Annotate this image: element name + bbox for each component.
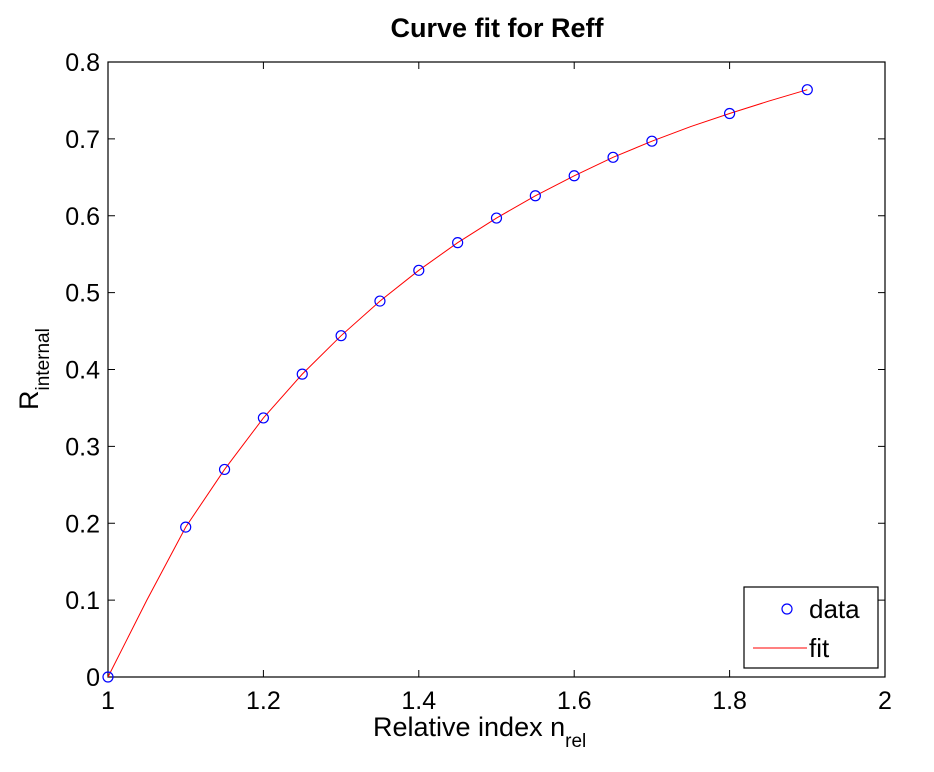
data-point [490,212,503,224]
series-layer [102,84,813,683]
x-tick-label: 1.8 [712,687,747,715]
y-tick-label: 0.8 [65,49,100,77]
x-axis-label-subscript: rel [565,731,586,752]
y-axis-label-subscript: internal [33,328,54,390]
data-point [723,107,736,120]
data-point [374,295,386,307]
x-axis-tick-labels: 1 1.2 1.4 1.6 1.8 2 [101,687,892,715]
y-axis-ticks [108,61,885,678]
fit-line [107,89,808,678]
x-axis-label-main: Relative index n [373,712,565,742]
data-point [646,135,658,147]
y-axis-label-main: R [14,391,44,411]
x-axis-label: Relative index nrel [373,712,586,752]
chart-title: Curve fit for Reff [390,13,604,43]
y-tick-label: 0.6 [65,203,100,231]
x-tick-label: 1.6 [557,687,592,715]
data-point [335,330,347,342]
data-point [607,151,619,163]
y-tick-label: 0 [86,664,100,692]
data-point [296,368,308,380]
data-point [529,190,541,202]
y-tick-label: 0.3 [65,433,100,461]
y-axis-tick-labels: 0 0.1 0.2 0.3 0.4 0.5 0.6 0.7 0.8 [65,49,100,692]
legend-data-label: data [809,594,860,624]
data-point [413,264,425,276]
data-point [257,412,269,424]
x-tick-label: 1.4 [401,687,436,715]
x-axis-ticks [107,62,886,677]
y-tick-label: 0.4 [65,357,100,385]
y-tick-label: 0.2 [65,510,100,538]
legend-data-marker [781,603,793,615]
data-point [102,671,114,683]
data-point [218,463,231,476]
x-tick-label: 1 [101,687,115,715]
legend: data fit [743,586,879,669]
y-tick-label: 0.1 [65,587,100,615]
y-axis-label: Rinternal [14,328,54,410]
y-tick-label: 0.5 [65,280,100,308]
legend-fit-label: fit [809,633,830,663]
x-tick-label: 1.2 [246,687,281,715]
data-point [452,237,464,249]
data-point [568,170,580,182]
legend-box [743,586,879,669]
x-tick-label: 2 [878,687,892,715]
y-tick-label: 0.7 [65,126,100,154]
data-point [180,521,192,533]
data-point [801,84,813,96]
